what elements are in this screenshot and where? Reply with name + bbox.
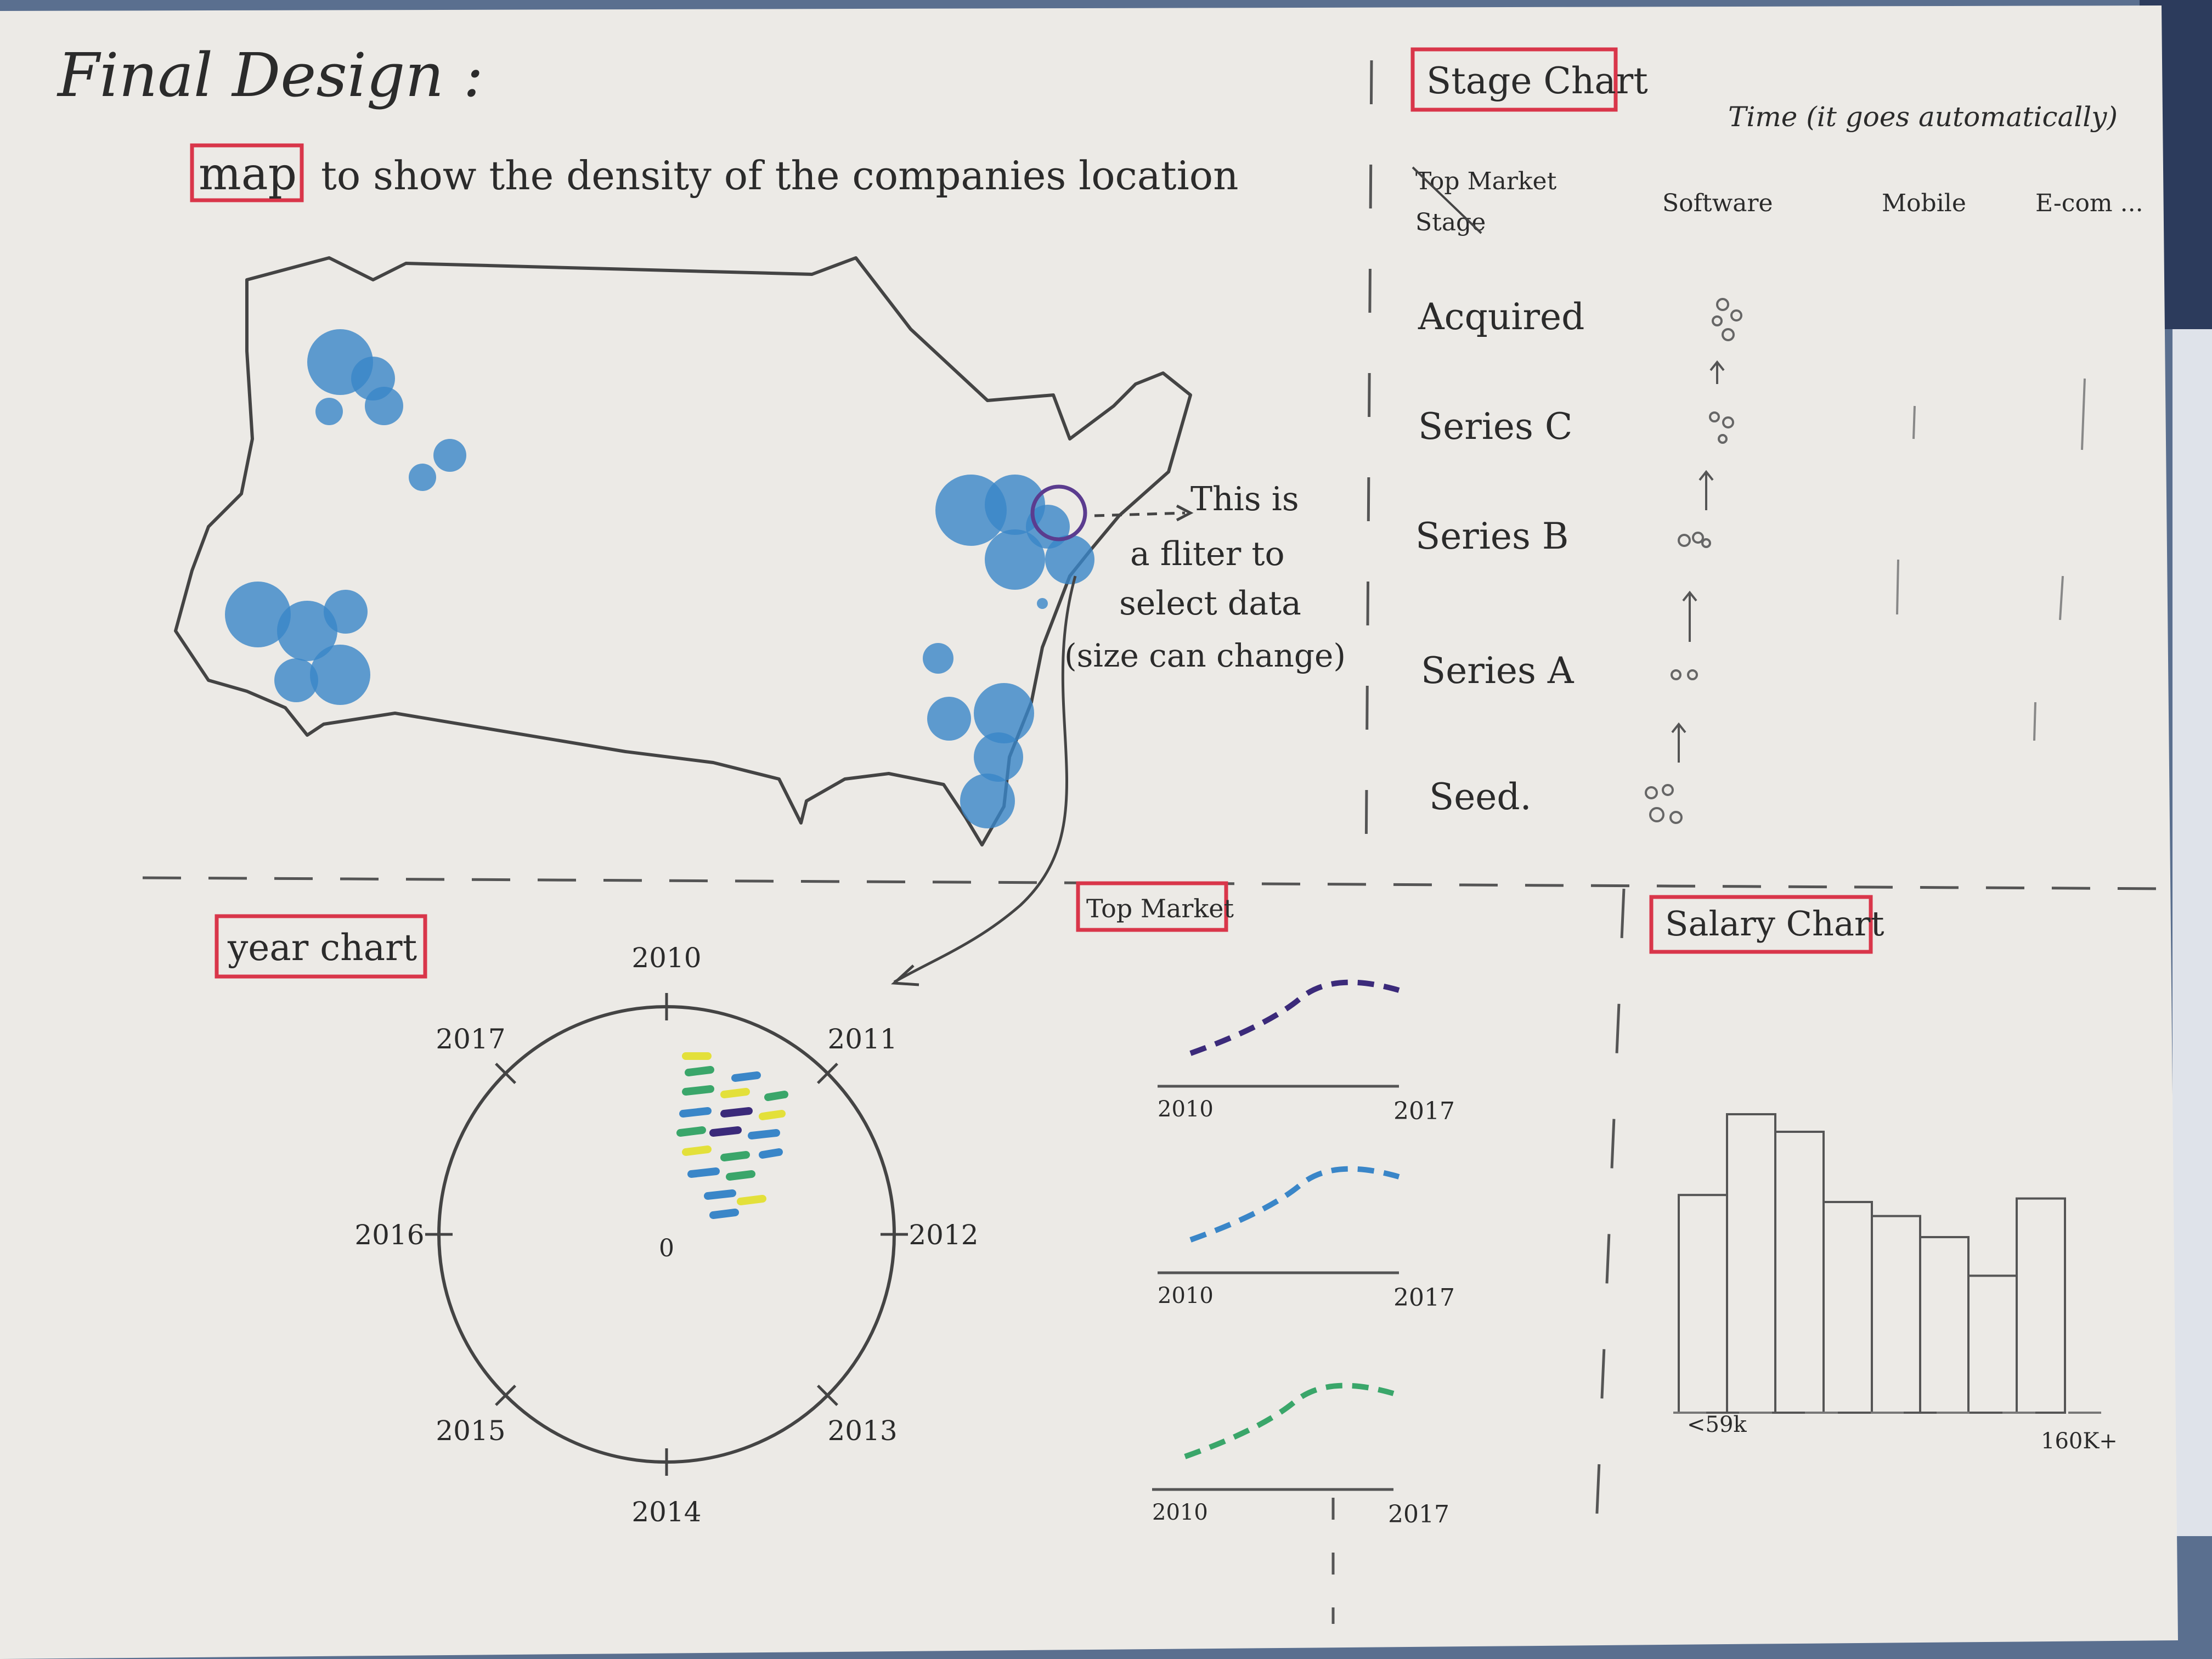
paper-sheet [0, 5, 2178, 1659]
vertical-divider-top [1364, 60, 1373, 867]
stage-row-series-a: Series A [1421, 650, 1575, 692]
salary-chart-section: Salary Chart <59k 160K+ [1649, 895, 2118, 1454]
top-market-trend-2 [1184, 1383, 1395, 1459]
salary-chart-label-box [1649, 895, 1873, 954]
annotation-line-3: select data [1119, 584, 1301, 623]
year-chart-section: year chart 0 201020112012201320142015201… [215, 914, 979, 1528]
map-label-box [190, 143, 304, 202]
top-market-end-0: 2017 [1393, 1097, 1455, 1125]
filter-arrow [1094, 511, 1186, 517]
stage-column-marks [1896, 378, 2086, 741]
top-market-section: Top Market 2010 2017 2010 2017 2010 2017 [1076, 881, 1455, 1528]
filter-annotation: This is a fliter to select data (size ca… [1064, 480, 1346, 674]
top-market-end-2: 2017 [1388, 1500, 1449, 1528]
stage-chart-section: Stage Chart Time (it goes automatically)… [1410, 47, 2143, 824]
year-label-2013: 2013 [827, 1415, 897, 1447]
stage-chart-label: Stage Chart [1426, 60, 1648, 102]
stage-column-mobile: Mobile [1882, 189, 1966, 217]
stage-chart-time-note: Time (it goes automatically) [1728, 101, 2118, 133]
stage-row-series-b: Series B [1415, 515, 1568, 557]
top-market-start-0: 2010 [1158, 1097, 1214, 1122]
salary-x-start: <59k [1687, 1412, 1747, 1437]
top-market-label: Top Market [1086, 894, 1234, 923]
year-label-2012: 2012 [909, 1219, 978, 1251]
salary-bar-7 [2016, 1197, 2066, 1414]
year-label-2017: 2017 [436, 1023, 505, 1055]
stage-chart-corner-top: Top Market [1415, 167, 1557, 195]
year-chart-data-marks [676, 1052, 788, 1219]
year-tick-2017 [495, 1063, 516, 1084]
year-chart-ticks: 2010 2011 2012 2013 2014 2015 2016 2017 [354, 942, 978, 1528]
filter-to-yearchart-arrow [893, 575, 1077, 984]
map-description: to show the density of the companies loc… [321, 153, 1239, 199]
stage-arrows [1671, 360, 1725, 763]
top-market-end-1: 2017 [1393, 1284, 1455, 1312]
year-label-2011: 2011 [827, 1023, 897, 1055]
filter-circle[interactable] [1030, 484, 1087, 541]
stage-chart-label-box [1410, 47, 1618, 112]
stage-column-software: Software [1662, 189, 1773, 217]
year-label-2015: 2015 [436, 1415, 505, 1447]
density-clusters [225, 329, 1094, 828]
stage-row-seed: Seed. [1429, 776, 1532, 818]
usa-outline [174, 256, 1192, 847]
stage-bubbles [1645, 298, 1742, 824]
map-label: map [199, 148, 297, 200]
salary-x-end: 160K+ [2041, 1429, 2118, 1454]
year-chart-label: year chart [227, 927, 417, 969]
top-market-start-1: 2010 [1158, 1283, 1214, 1308]
map-section: map to show the density of the companies… [174, 143, 1346, 986]
top-market-trend-0 [1189, 979, 1400, 1056]
year-tick-2013 [817, 1385, 838, 1406]
year-chart-label-box [215, 914, 427, 979]
year-label-2010: 2010 [631, 942, 701, 974]
page-title: Final Design : [57, 40, 483, 110]
top-market-line-charts: 2010 2017 2010 2017 2010 2017 [1152, 979, 1455, 1528]
annotation-line-1: This is [1190, 480, 1299, 518]
top-market-trend-1 [1189, 1166, 1400, 1243]
salary-chart-label: Salary Chart [1665, 904, 1884, 944]
stage-row-series-c: Series C [1418, 405, 1572, 448]
top-market-start-2: 2010 [1152, 1500, 1208, 1525]
year-tick-2015 [495, 1385, 516, 1406]
year-tick-2011 [817, 1063, 838, 1084]
annotation-line-2: a fliter to [1130, 535, 1285, 573]
top-market-label-box [1076, 881, 1228, 932]
stage-row-acquired: Acquired [1418, 296, 1584, 338]
year-label-2016: 2016 [354, 1219, 424, 1251]
year-label-2014: 2014 [631, 1496, 701, 1528]
stage-chart-corner-bottom: Stage [1415, 208, 1486, 236]
annotation-line-4: (size can change) [1064, 637, 1346, 674]
year-chart-center: 0 [659, 1234, 674, 1262]
stage-column-ecom: E-com ... [2035, 189, 2143, 217]
